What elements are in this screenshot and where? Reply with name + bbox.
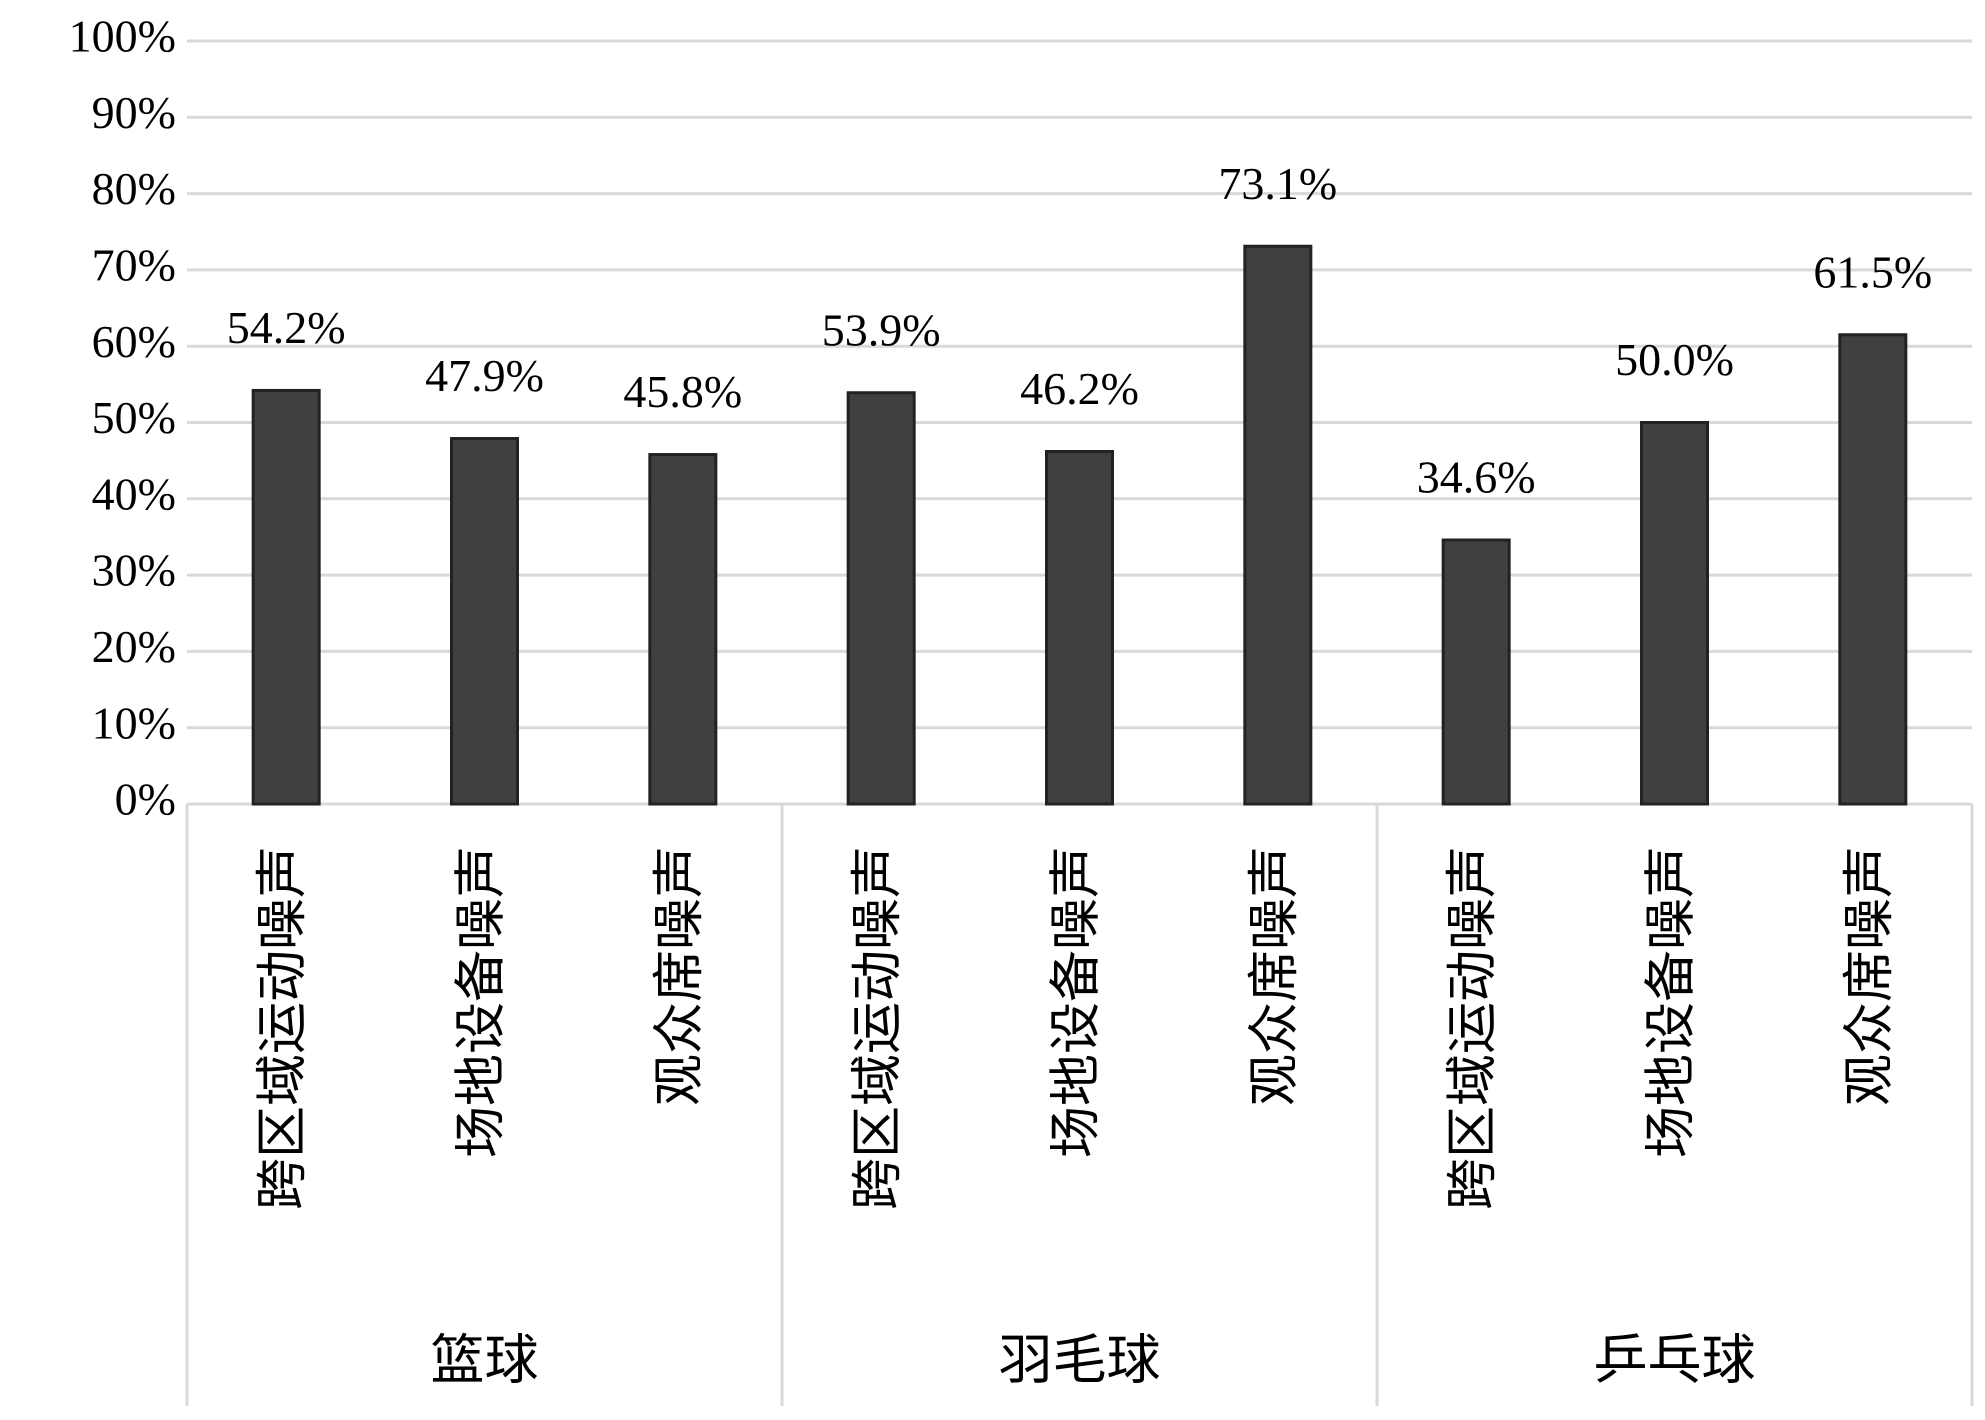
bar <box>1441 538 1511 806</box>
y-tick-label: 60% <box>92 316 176 367</box>
bar <box>846 391 916 806</box>
x-tick-label: 观众席噪声 <box>1840 846 1900 1106</box>
x-tick-label: 场地设备噪声 <box>1642 846 1702 1158</box>
x-tick-label: 跨区域运动噪声 <box>253 846 313 1210</box>
bar <box>1838 333 1908 806</box>
value-label: 47.9% <box>425 350 544 401</box>
value-label: 53.9% <box>822 304 941 355</box>
value-label: 50.0% <box>1615 334 1734 385</box>
y-tick-label: 10% <box>92 697 176 748</box>
bar <box>1045 449 1114 806</box>
x-tick-label: 观众席噪声 <box>1245 846 1305 1106</box>
value-label: 46.2% <box>1020 363 1139 414</box>
group-label: 乒乓球 <box>1594 1329 1756 1392</box>
y-tick-label: 90% <box>92 87 176 138</box>
x-tick-label: 场地设备噪声 <box>452 846 512 1158</box>
x-tick-label: 场地设备噪声 <box>1047 846 1107 1158</box>
y-tick-label: 30% <box>92 545 176 596</box>
y-tick-label: 80% <box>92 163 176 214</box>
x-tick-label: 跨区域运动噪声 <box>848 846 908 1210</box>
x-tick-label: 跨区域运动噪声 <box>1443 846 1503 1210</box>
bar <box>1243 244 1313 806</box>
bar <box>450 437 519 806</box>
bar <box>251 388 321 806</box>
y-tick-label: 50% <box>92 392 176 443</box>
bar <box>1640 421 1709 806</box>
value-label: 61.5% <box>1813 246 1932 297</box>
bar <box>648 453 718 806</box>
y-tick-label: 0% <box>115 774 176 825</box>
y-tick-label: 70% <box>92 239 176 290</box>
y-tick-label: 20% <box>92 621 176 672</box>
value-label: 34.6% <box>1417 452 1536 503</box>
y-tick-label: 40% <box>92 468 176 519</box>
y-tick-label: 100% <box>69 11 176 62</box>
value-label: 45.8% <box>623 366 742 417</box>
value-label: 54.2% <box>227 302 346 353</box>
group-label: 篮球 <box>431 1329 539 1392</box>
group-label: 羽毛球 <box>999 1329 1161 1392</box>
value-label: 73.1% <box>1218 158 1337 209</box>
x-tick-label: 观众席噪声 <box>650 846 710 1106</box>
